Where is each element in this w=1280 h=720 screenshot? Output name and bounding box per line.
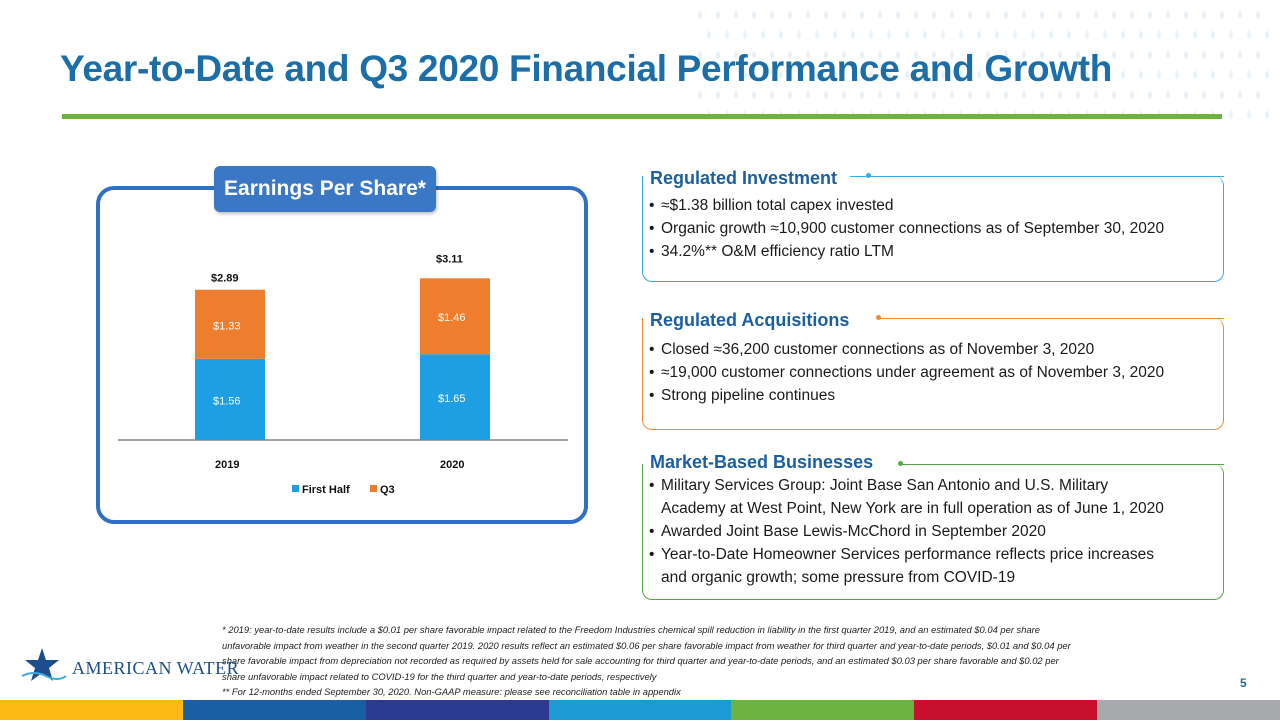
footnotes: * 2019: year-to-date results include a $…: [222, 622, 1232, 700]
connector-dot: [876, 315, 881, 320]
logo-text: AMERICAN WATER: [72, 658, 240, 678]
bullet-item: Year-to-Date Homeowner Services performa…: [649, 543, 1164, 566]
data-label: $1.56: [213, 395, 241, 407]
eps-panel-title: Earnings Per Share*: [214, 166, 436, 212]
category-tick-label: 2020: [440, 459, 464, 471]
bar-first-half-2020: [420, 354, 490, 440]
bar-q3-2019: [195, 289, 265, 359]
bottom-bar-segment: [182, 700, 366, 720]
data-label: $1.46: [438, 312, 466, 324]
panel-connector: [902, 464, 1224, 465]
bottom-bar-segment: [548, 700, 732, 720]
page-number: 5: [1240, 676, 1247, 690]
bottom-bar-segment: [914, 700, 1098, 720]
bar-q3-2020: [420, 278, 490, 355]
bullet-item: Closed ≈36,200 customer connections as o…: [649, 338, 1164, 361]
market-based-businesses-heading: Market-Based Businesses: [650, 452, 874, 472]
connector-dot: [898, 461, 903, 466]
footnote-line: * 2019: year-to-date results include a $…: [222, 624, 1040, 635]
footnote-line: ** For 12-months ended September 30, 202…: [222, 686, 681, 697]
data-label: $1.33: [213, 320, 241, 332]
eps-stacked-bar-chart: $1.56 $1.33 $2.89 2019 $1.65 $1.46 $3.11 2020 Fi…: [118, 253, 568, 496]
bullet-continuation: Academy at West Point, New York are in f…: [661, 500, 1164, 517]
bullet-item: ≈$1.38 billion total capex invested: [649, 194, 1164, 217]
legend-swatch: [292, 485, 299, 492]
regulated-investment-panel: ≈$1.38 billion total capex invested Orga…: [642, 176, 1224, 282]
footnote-line: unfavorable impact from weather in the s…: [222, 639, 1071, 651]
american-water-logo: AMERICAN WATER: [20, 646, 239, 686]
bottom-color-bar: [0, 700, 1280, 720]
panel-connector: [880, 318, 1224, 319]
connector-dot: [866, 173, 871, 178]
bullet-item: Organic growth ≈10,900 customer connecti…: [649, 217, 1164, 240]
panel-connector: [850, 176, 1224, 177]
bottom-bar-segment: [731, 700, 915, 720]
bottom-bar-segment: [1097, 700, 1280, 720]
regulated-acquisitions-panel: Closed ≈36,200 customer connections as o…: [642, 318, 1224, 430]
total-label: $2.89: [211, 273, 239, 285]
bar-first-half-2019: [195, 358, 265, 440]
regulated-investment-heading: Regulated Investment: [650, 168, 838, 188]
bullet-item: ≈19,000 customer connections under agree…: [649, 361, 1164, 384]
legend-label: First Half: [302, 484, 350, 496]
footnote-line: share favorable impact from depreciation…: [222, 655, 1059, 666]
total-label: $3.11: [436, 253, 463, 265]
bullet-item: Strong pipeline continues: [649, 384, 1164, 407]
star-water-logo-icon: [21, 648, 67, 681]
legend-swatch: [370, 485, 377, 492]
bullet-item: 34.2%** O&M efficiency ratio LTM: [649, 240, 1164, 263]
bullet-item: Military Services Group: Joint Base San …: [649, 474, 1164, 497]
bottom-bar-segment: [365, 700, 549, 720]
bullet-item: Awarded Joint Base Lewis-McChord in Sept…: [649, 520, 1164, 543]
legend-label: Q3: [380, 484, 395, 496]
page-title: Year-to-Date and Q3 2020 Financial Perfo…: [60, 48, 1113, 89]
bullet-continuation: and organic growth; some pressure from C…: [661, 569, 1016, 586]
market-based-businesses-panel: Military Services Group: Joint Base San …: [642, 464, 1224, 600]
bottom-bar-segment: [0, 700, 183, 720]
regulated-acquisitions-heading: Regulated Acquisitions: [650, 310, 850, 330]
title-underline: [62, 114, 1222, 119]
data-label: $1.65: [438, 393, 466, 405]
footnote-line: share unfavorable impact related to COVI…: [222, 670, 657, 682]
category-tick-label: 2019: [215, 459, 239, 471]
